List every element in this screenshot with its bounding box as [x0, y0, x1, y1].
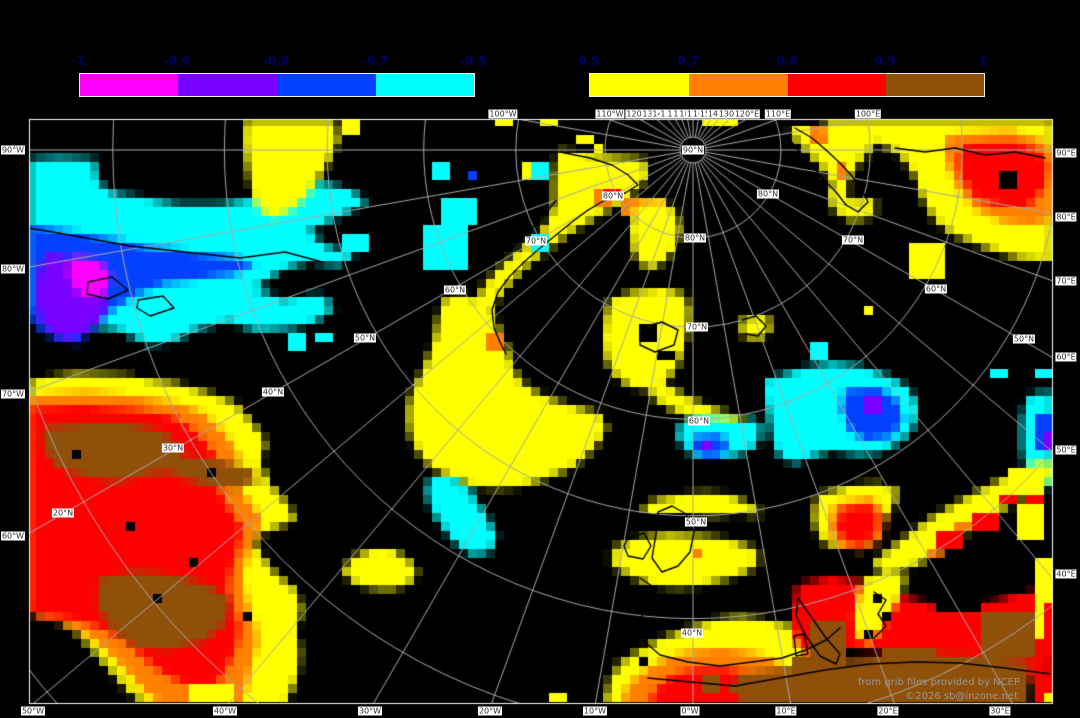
colorbar-tick-label: 0.9 — [874, 54, 896, 68]
lon-label-bottom: 30°E — [989, 706, 1011, 716]
lon-label-bottom: 50°W — [20, 706, 46, 716]
lon-label-bottom: 20°W — [477, 706, 503, 716]
colorbar-segment-cyan — [376, 74, 474, 96]
lat-label-inner: 80°N — [601, 191, 625, 201]
lon-label-top: 120°W — [625, 109, 655, 119]
colorbar-segment-violet — [178, 74, 277, 96]
lon-label-right: 60°E — [1055, 352, 1077, 362]
colorbar-tick-label: -0.9 — [163, 54, 191, 68]
lon-label-bottom: 40°W — [212, 706, 238, 716]
colorbar-positive — [589, 73, 985, 97]
colorbar-negative — [79, 73, 475, 97]
lat-label-inner: 80°N — [756, 189, 780, 199]
lon-label-bottom: 30°W — [357, 706, 383, 716]
watermark-copyright: ©2026 sb@inzone.net — [905, 691, 1018, 702]
colorbar-tick-label: 0.8 — [776, 54, 798, 68]
lat-label-inner: 20°N — [51, 508, 75, 518]
lat-label-inner: 70°N — [685, 322, 709, 332]
colorbar-tick-label: 0.7 — [677, 54, 699, 68]
lon-label-bottom: 20°E — [877, 706, 899, 716]
lon-label-right: 50°E — [1055, 445, 1077, 455]
colorbar-segment-yellow — [590, 74, 689, 96]
lon-label-left: 80°W — [0, 264, 26, 274]
lon-label-top: 110°W — [595, 109, 625, 119]
colorbar-segment-blue — [277, 74, 376, 96]
lon-label-left: 70°W — [0, 389, 26, 399]
colorbar-tick-label: -0.7 — [361, 54, 389, 68]
lat-label-inner: 60°N — [924, 284, 948, 294]
lon-label-bottom: 10°W — [582, 706, 608, 716]
lon-label-left: 90°W — [0, 145, 26, 155]
lat-label-inner: 70°N — [524, 236, 548, 246]
lat-label-inner: 50°N — [353, 333, 377, 343]
colorbar-segment-red — [788, 74, 886, 96]
lon-label-top: 120°E — [733, 109, 761, 119]
lat-label-inner: 50°N — [684, 517, 708, 527]
lat-label-inner: 90°N — [681, 145, 705, 155]
lat-label-inner: 60°N — [443, 285, 467, 295]
lat-label-inner: 40°N — [261, 387, 285, 397]
lat-label-inner: 80°N — [683, 233, 707, 243]
watermark-ncep: from grib files provided by NCEP — [857, 677, 1020, 688]
lon-label-right: 80°E — [1055, 212, 1077, 222]
colorbar-tick-label: -1 — [72, 54, 86, 68]
lon-label-right: 40°E — [1055, 569, 1077, 579]
colorbar-tick-label: -0.8 — [262, 54, 290, 68]
lon-label-bottom: 0°W — [680, 706, 700, 716]
lat-label-inner: 70°N — [841, 235, 865, 245]
lat-label-inner: 40°N — [680, 628, 704, 638]
lon-label-right: 70°E — [1055, 276, 1077, 286]
colorbar-segment-magenta — [80, 74, 178, 96]
lon-label-top: 100°W — [488, 109, 518, 119]
lon-label-bottom: 10°E — [775, 706, 797, 716]
colorbar-tick-label: 1 — [978, 54, 988, 68]
lon-label-top: 130°E — [717, 109, 745, 119]
colorbar-segment-brown — [886, 74, 984, 96]
colorbar-segment-orange — [689, 74, 788, 96]
lon-label-left: 60°W — [0, 531, 26, 541]
lat-label-inner: 30°N — [161, 443, 185, 453]
lon-label-top: 100°E — [854, 109, 882, 119]
colorbar-tick-label: -0.5 — [459, 54, 487, 68]
lon-label-right: 90°E — [1055, 148, 1077, 158]
lon-label-top: 110°E — [764, 109, 792, 119]
lat-label-inner: 60°N — [687, 416, 711, 426]
lat-label-inner: 50°N — [1012, 334, 1036, 344]
colorbar-tick-label: 0.5 — [578, 54, 600, 68]
